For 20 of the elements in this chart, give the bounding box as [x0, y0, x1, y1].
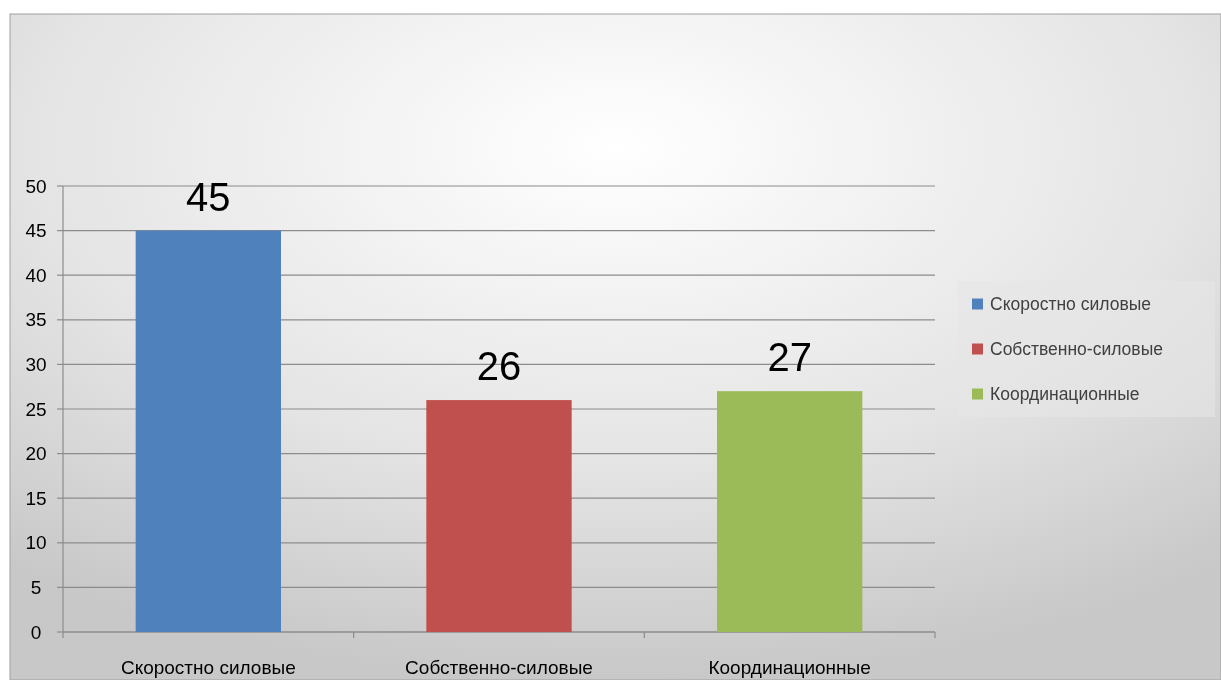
x-tick-label: Собственно-силовые	[405, 656, 593, 678]
y-tick-label: 15	[25, 487, 47, 509]
y-tick-label: 0	[30, 621, 42, 643]
data-label: 26	[476, 344, 522, 389]
x-tick-label: Скоростно силовые	[120, 656, 296, 678]
y-tick-label: 10	[25, 532, 47, 554]
y-tick-label: 40	[25, 264, 47, 286]
legend-label: Собственно-силовые	[990, 339, 1163, 360]
y-tick-label: 25	[25, 398, 47, 420]
data-label: 45	[186, 174, 231, 219]
legend-label: Скоростно силовые	[990, 294, 1151, 315]
legend-label: Координационные	[990, 384, 1140, 405]
y-tick-label: 50	[25, 175, 47, 197]
x-tick-label: Координационные	[708, 656, 871, 678]
y-tick-label: 35	[25, 309, 47, 331]
y-tick-label: 20	[25, 443, 47, 465]
data-label: 27	[767, 335, 812, 380]
y-tick-label: 45	[25, 220, 47, 242]
y-tick-label: 30	[25, 354, 47, 376]
y-tick-label: 5	[30, 577, 42, 599]
